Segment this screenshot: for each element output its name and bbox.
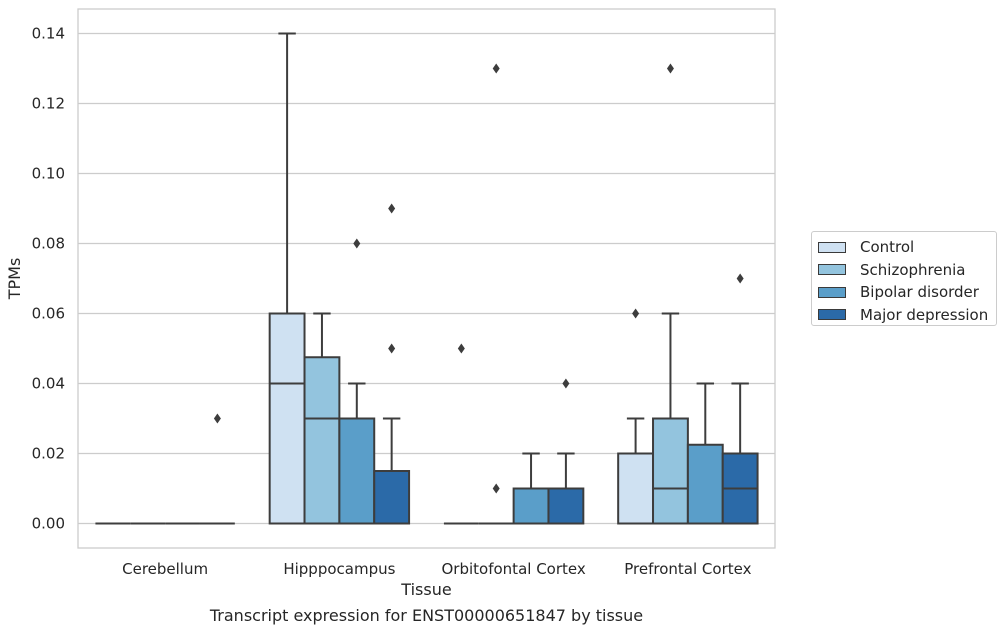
outlier-point xyxy=(353,238,361,249)
legend-swatch-schizophrenia xyxy=(818,264,846,276)
box-group xyxy=(373,203,411,525)
x-axis-label: Tissue xyxy=(400,580,451,599)
y-tick-label: 0.06 xyxy=(32,305,65,323)
outlier-point xyxy=(388,203,396,214)
y-tick-label: 0.04 xyxy=(32,375,65,393)
legend-item-bipolar-disorder: Bipolar disorder xyxy=(818,281,996,304)
y-tick-label: 0.00 xyxy=(32,515,65,533)
box-body xyxy=(268,312,306,525)
x-tick-label: Orbitofontal Cortex xyxy=(442,560,586,578)
outlier-point xyxy=(632,308,640,319)
chart-title: Transcript expression for ENST0000065184… xyxy=(209,606,644,625)
legend-swatch-major-depression xyxy=(818,309,846,321)
box-group xyxy=(303,312,341,525)
box-group xyxy=(617,308,655,525)
legend-swatch-bipolar-disorder xyxy=(818,286,846,298)
box-group xyxy=(199,413,235,525)
legend-label-bipolar-disorder: Bipolar disorder xyxy=(860,283,979,302)
box-body xyxy=(617,452,655,525)
outlier-point xyxy=(457,343,465,354)
box-body xyxy=(303,356,341,525)
box-group xyxy=(338,238,376,525)
legend-item-schizophrenia: Schizophrenia xyxy=(818,259,996,282)
outlier-point xyxy=(666,63,674,74)
legend-item-control: Control xyxy=(818,236,996,259)
box-group xyxy=(512,452,550,525)
box-body xyxy=(373,470,411,525)
legend-label-major-depression: Major depression xyxy=(860,305,989,324)
box-group xyxy=(443,343,479,525)
legend-label-schizophrenia: Schizophrenia xyxy=(860,260,966,279)
y-axis-label: TPMs xyxy=(5,258,24,301)
legend-item-major-depression: Major depression xyxy=(818,304,996,327)
box-body xyxy=(512,487,550,525)
box-body xyxy=(686,443,724,525)
box-marks xyxy=(95,32,759,525)
y-tick-label: 0.14 xyxy=(32,25,65,43)
y-tick-label: 0.02 xyxy=(32,445,65,463)
plot-area-frame xyxy=(77,8,776,549)
outlier-point xyxy=(213,413,221,424)
legend-label-control: Control xyxy=(860,238,915,257)
x-tick-label: Cerebellum xyxy=(122,560,208,578)
y-tick-labels: 0.00 0.02 0.04 0.06 0.08 0.10 0.12 0.14 xyxy=(32,25,65,533)
outlier-point xyxy=(388,343,396,354)
outlier-point xyxy=(492,63,500,74)
legend: Control Schizophrenia Bipolar disorder M… xyxy=(811,231,997,326)
box-group xyxy=(652,63,689,525)
gridlines xyxy=(78,32,775,525)
x-tick-label: Prefrontal Cortex xyxy=(624,560,751,578)
box-group xyxy=(547,378,585,525)
box-body xyxy=(338,417,376,525)
y-tick-label: 0.10 xyxy=(32,165,65,183)
box-group xyxy=(268,32,306,525)
y-tick-label: 0.12 xyxy=(32,95,65,113)
box-body xyxy=(547,487,585,525)
x-tick-label: Hipppocampus xyxy=(283,560,395,578)
box-group xyxy=(686,382,724,525)
box-group xyxy=(478,63,514,525)
legend-swatch-control xyxy=(818,241,846,253)
box-group xyxy=(721,273,759,525)
outlier-point xyxy=(492,483,500,494)
outlier-point xyxy=(562,378,570,389)
y-tick-label: 0.08 xyxy=(32,235,65,253)
outlier-point xyxy=(736,273,744,284)
box-body xyxy=(652,417,689,525)
x-tick-labels: Cerebellum Hipppocampus Orbitofontal Corte… xyxy=(122,560,751,578)
